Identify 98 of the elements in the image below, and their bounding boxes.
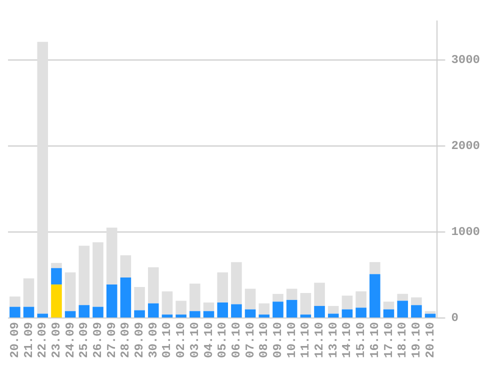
bar <box>314 282 325 306</box>
bar <box>424 314 436 318</box>
y-tick-label: 2000 <box>451 138 480 153</box>
bar <box>162 291 173 315</box>
bar <box>342 309 353 318</box>
x-tick-label: 02.10 <box>174 322 188 358</box>
bar <box>411 297 422 306</box>
x-tick-label: 17.10 <box>382 322 396 358</box>
x-tick-label: 21.09 <box>22 322 36 358</box>
bar <box>231 262 242 304</box>
bar <box>134 287 145 310</box>
bar <box>37 42 48 314</box>
x-tick-label: 27.09 <box>104 322 119 358</box>
x-tick-label: 26.09 <box>91 322 106 358</box>
bar <box>424 311 436 314</box>
bar <box>286 300 298 318</box>
x-tick-label: 05.10 <box>216 322 230 358</box>
x-tick-label: 13.10 <box>326 322 340 358</box>
bar <box>314 306 325 318</box>
bar <box>328 314 339 318</box>
bar <box>258 314 270 318</box>
x-tick-label: 01.10 <box>160 322 174 358</box>
bar <box>258 303 270 315</box>
bar <box>51 284 62 318</box>
x-tick-label: 03.10 <box>188 322 202 358</box>
bar <box>383 302 394 310</box>
bar <box>176 300 186 315</box>
x-tick-label: 19.10 <box>409 322 424 358</box>
bar <box>203 311 214 318</box>
bar <box>176 314 186 318</box>
bar <box>64 311 76 318</box>
x-tick-label: 09.10 <box>270 322 285 358</box>
bar <box>10 296 20 307</box>
x-tick-label: 24.09 <box>63 322 78 358</box>
bar <box>217 272 228 303</box>
bar <box>148 303 159 318</box>
bar <box>383 309 394 318</box>
bar <box>51 268 62 284</box>
bar <box>272 294 284 302</box>
bar <box>92 306 104 318</box>
x-tick-label: 08.10 <box>257 322 272 358</box>
y-tick-label: 3000 <box>451 52 480 67</box>
bar <box>37 314 48 318</box>
bar <box>231 304 242 318</box>
x-tick-label: 20.10 <box>423 322 438 358</box>
bar <box>120 255 132 278</box>
bar <box>106 284 118 318</box>
x-tick-label: 12.10 <box>312 322 327 358</box>
bar <box>190 311 200 318</box>
bar <box>397 300 408 318</box>
x-tick-label: 11.10 <box>298 322 313 358</box>
x-tick-label: 20.09 <box>8 322 22 358</box>
bar <box>106 228 118 284</box>
x-tick-label: 29.09 <box>132 322 147 358</box>
bar <box>217 302 228 318</box>
bar <box>92 242 104 307</box>
y-tick-label: 0 <box>451 311 458 326</box>
bar <box>78 246 90 306</box>
y-tick-label: 1000 <box>451 224 480 239</box>
x-tick-label: 18.10 <box>396 322 410 358</box>
bar <box>190 284 200 312</box>
x-tick-label: 06.10 <box>229 322 244 358</box>
bar <box>244 309 256 318</box>
x-tick-label: 23.09 <box>49 322 64 358</box>
bar <box>10 306 20 318</box>
bar <box>23 278 34 307</box>
bar <box>411 305 422 318</box>
bar <box>134 310 145 318</box>
x-tick-label: 28.09 <box>118 322 133 358</box>
x-tick-label: 15.10 <box>354 322 368 358</box>
x-tick-label: 22.09 <box>36 322 50 358</box>
bar <box>120 278 132 318</box>
bar <box>23 306 34 318</box>
bar <box>342 296 353 310</box>
bar <box>148 267 159 304</box>
bar <box>300 293 312 315</box>
bar <box>356 308 366 318</box>
x-tick-label: 07.10 <box>243 322 258 358</box>
x-tick-label: 10.10 <box>284 322 299 358</box>
x-tick-label: 30.09 <box>146 322 160 358</box>
bar <box>369 262 380 274</box>
x-tick-label: 04.10 <box>202 322 216 358</box>
bar <box>369 274 380 318</box>
bar <box>244 288 256 310</box>
bar <box>356 291 366 308</box>
bar <box>203 302 214 312</box>
bar <box>286 288 298 300</box>
x-tick-label: 25.09 <box>77 322 92 358</box>
bar <box>162 314 173 318</box>
x-tick-label: 14.10 <box>340 322 354 358</box>
bar <box>397 294 408 301</box>
bar <box>51 262 62 268</box>
x-tick-label: 16.10 <box>368 322 382 358</box>
bar <box>78 305 90 318</box>
bar <box>300 314 312 318</box>
bar <box>272 302 284 318</box>
bar <box>328 306 339 314</box>
bar <box>64 272 76 312</box>
